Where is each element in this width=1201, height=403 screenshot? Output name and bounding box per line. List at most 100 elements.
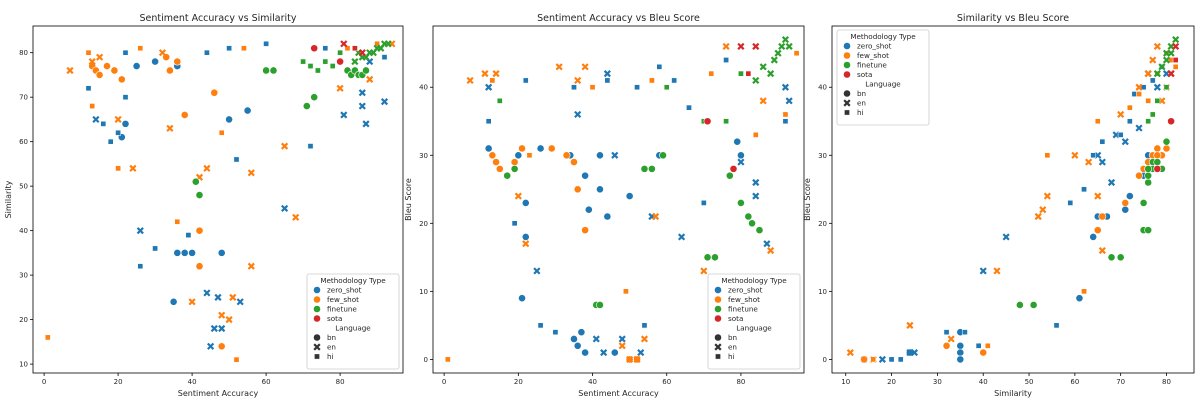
legend-style-title: Language <box>865 80 901 89</box>
data-point-zero_shot-bn <box>625 192 634 200</box>
chart-panel-2: Sentiment Accuracy vs Bleu Score 0 20 40 60 8… <box>404 13 805 398</box>
data-point-few_shot-en <box>129 164 137 172</box>
plot-frame <box>32 25 404 374</box>
x-tick-label: 0 <box>42 378 46 386</box>
x-tick-label: 60 <box>262 378 271 386</box>
data-point-few_shot-hi <box>793 50 800 57</box>
x-tick-label: 20 <box>887 378 896 386</box>
y-tick-label: 0 <box>823 356 827 364</box>
data-point-sota-bn <box>310 44 319 53</box>
data-point-zero_shot-en <box>1107 178 1116 187</box>
data-point-zero_shot-en <box>136 227 144 235</box>
data-point-few_shot-en <box>96 53 104 61</box>
x-tick-label: 60 <box>662 378 671 386</box>
data-point-zero_shot-bn <box>956 348 965 357</box>
data-point-few_shot-en <box>574 76 582 85</box>
data-point-finetune-en <box>752 76 760 85</box>
data-point-zero_shot-hi <box>943 329 950 336</box>
legend: Methodology Typezero_shotfew_shotfinetun… <box>707 273 801 370</box>
y-tick-label: 40 <box>19 227 28 235</box>
data-point-few_shot-en <box>846 349 854 357</box>
x-axis-label: Similarity <box>994 389 1032 398</box>
legend-marker-zero_shot <box>714 286 722 294</box>
data-point-zero_shot-bn <box>733 137 742 146</box>
data-point-zero_shot-bn <box>217 248 226 257</box>
data-point-few_shot-en <box>229 293 237 301</box>
y-tick-label: 70 <box>19 94 28 102</box>
data-point-few_shot-en <box>722 42 730 50</box>
legend-marker-bn <box>313 333 321 342</box>
data-point-zero_shot-en <box>737 158 745 166</box>
legend-style-title: Language <box>335 324 371 333</box>
data-point-finetune-bn <box>1144 226 1153 235</box>
data-point-zero_shot-hi <box>263 40 269 47</box>
legend-label-hi: hi <box>857 108 864 117</box>
data-point-finetune-en <box>759 63 767 71</box>
x-tick-label: 50 <box>1025 378 1034 386</box>
x-tick-label: 80 <box>736 378 745 386</box>
data-point-zero_shot-hi <box>571 84 577 91</box>
data-point-few_shot-en <box>618 342 626 350</box>
data-point-zero_shot-bn <box>573 341 582 350</box>
data-point-finetune-en <box>1167 49 1175 57</box>
data-point-finetune-bn <box>310 93 319 102</box>
data-point-few_shot-bn <box>195 226 204 235</box>
data-point-zero_shot-hi <box>381 54 388 60</box>
data-point-zero_shot-hi <box>671 77 677 84</box>
legend-label-finetune: finetune <box>857 61 887 70</box>
x-tick-label: 40 <box>588 378 597 386</box>
data-point-few_shot-hi <box>526 152 533 159</box>
data-point-finetune-bn <box>1015 301 1024 309</box>
data-point-few_shot-bn <box>173 57 182 66</box>
data-point-zero_shot-en <box>910 349 919 357</box>
data-point-few_shot-hi <box>85 49 92 56</box>
data-point-finetune-en <box>778 42 786 50</box>
data-point-few_shot-hi <box>233 356 240 363</box>
data-point-zero_shot-en <box>533 267 541 275</box>
data-point-sota-bn <box>703 117 712 126</box>
y-tick-label: 10 <box>419 288 428 296</box>
data-point-zero_shot-bn <box>603 212 612 221</box>
data-point-few_shot-en <box>633 355 641 363</box>
x-axis-label: Sentiment Accuracy <box>578 389 659 398</box>
y-axis-label: Bleu Score <box>803 178 812 221</box>
legend-marker-en <box>313 343 321 351</box>
data-point-few_shot-bn <box>979 348 988 357</box>
data-point-finetune-bn <box>1107 253 1116 262</box>
data-point-few_shot-hi <box>1094 118 1101 125</box>
data-point-few_shot-en <box>767 246 775 255</box>
legend-label-zero_shot: zero_shot <box>728 286 763 295</box>
data-point-finetune-bn <box>1144 178 1153 187</box>
data-point-finetune-hi <box>1145 118 1152 125</box>
legend-hue-title: Methodology Type <box>721 276 787 285</box>
data-point-zero_shot-en <box>763 240 771 248</box>
x-tick-label: 80 <box>1162 378 1171 386</box>
data-point-zero_shot-hi <box>1149 77 1156 84</box>
data-point-few_shot-hi <box>649 77 655 84</box>
data-point-few_shot-bn <box>1093 226 1102 235</box>
data-point-few_shot-en <box>1039 206 1047 214</box>
data-point-zero_shot-en <box>618 335 626 343</box>
data-point-zero_shot-bn <box>581 348 590 357</box>
data-point-few_shot-hi <box>1126 104 1133 111</box>
data-point-finetune-bn <box>302 102 311 110</box>
data-point-zero_shot-en <box>214 293 222 301</box>
y-tick-label: 60 <box>19 138 28 146</box>
x-tick-label: 20 <box>114 378 123 386</box>
data-point-zero_shot-bn <box>151 57 159 66</box>
data-point-finetune-en <box>767 70 775 78</box>
chart-title: Similarity vs Bleu Score <box>957 13 1069 24</box>
data-point-finetune-bn <box>195 191 204 199</box>
data-point-few_shot-hi <box>218 129 225 136</box>
data-point-finetune-hi <box>300 58 306 65</box>
x-tick-label: 60 <box>1070 378 1079 386</box>
data-point-zero_shot-en <box>1153 83 1161 91</box>
data-point-few_shot-en <box>522 240 530 248</box>
data-point-zero_shot-bn <box>121 119 130 128</box>
y-tick-label: 0 <box>424 356 428 364</box>
data-point-zero_shot-en <box>380 98 389 106</box>
data-point-zero_shot-en <box>637 349 645 357</box>
data-point-zero_shot-en <box>592 335 600 343</box>
data-point-few_shot-en <box>492 70 500 78</box>
legend-marker-zero_shot <box>313 286 321 294</box>
